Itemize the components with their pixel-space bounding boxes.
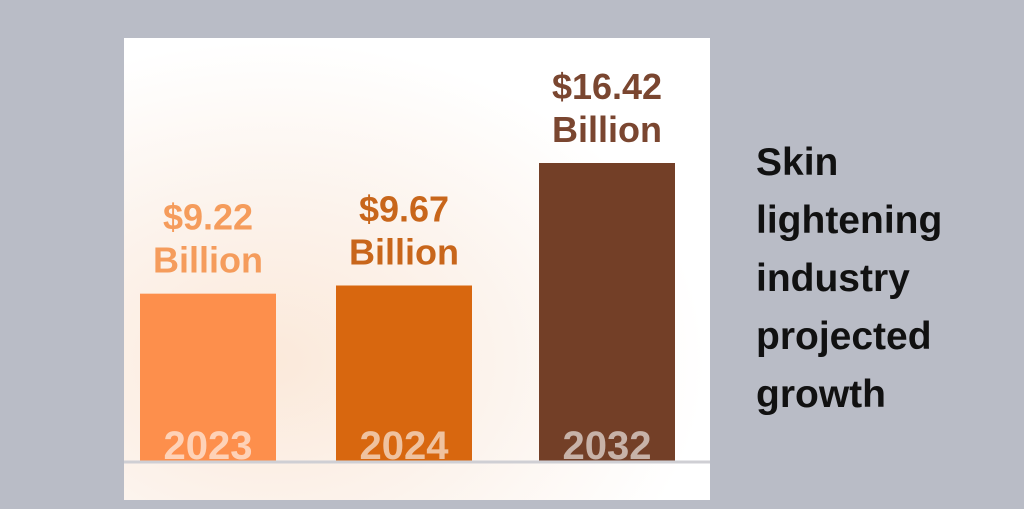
bar-unit-label-2023: Billion <box>153 240 263 281</box>
bar-2023 <box>140 293 276 461</box>
bar-unit-label-2024: Billion <box>349 232 459 273</box>
bar-chart: $9.22Billion2023$9.67Billion2024$16.42Bi… <box>124 66 710 468</box>
bar-unit-label-2032: Billion <box>552 109 662 150</box>
bar-2024 <box>336 285 472 461</box>
bar-value-label-2024: $9.67 <box>359 189 449 230</box>
bar-value-label-2023: $9.22 <box>163 197 253 238</box>
bar-2032 <box>539 163 675 461</box>
bar-value-label-2032: $16.42 <box>552 66 662 107</box>
chart-card: $9.22 Billion 2023 $9.67 Billion 2024 $16.42 Bi… <box>124 38 710 500</box>
chart-caption: Skin lightening industry projected growt… <box>756 141 943 416</box>
